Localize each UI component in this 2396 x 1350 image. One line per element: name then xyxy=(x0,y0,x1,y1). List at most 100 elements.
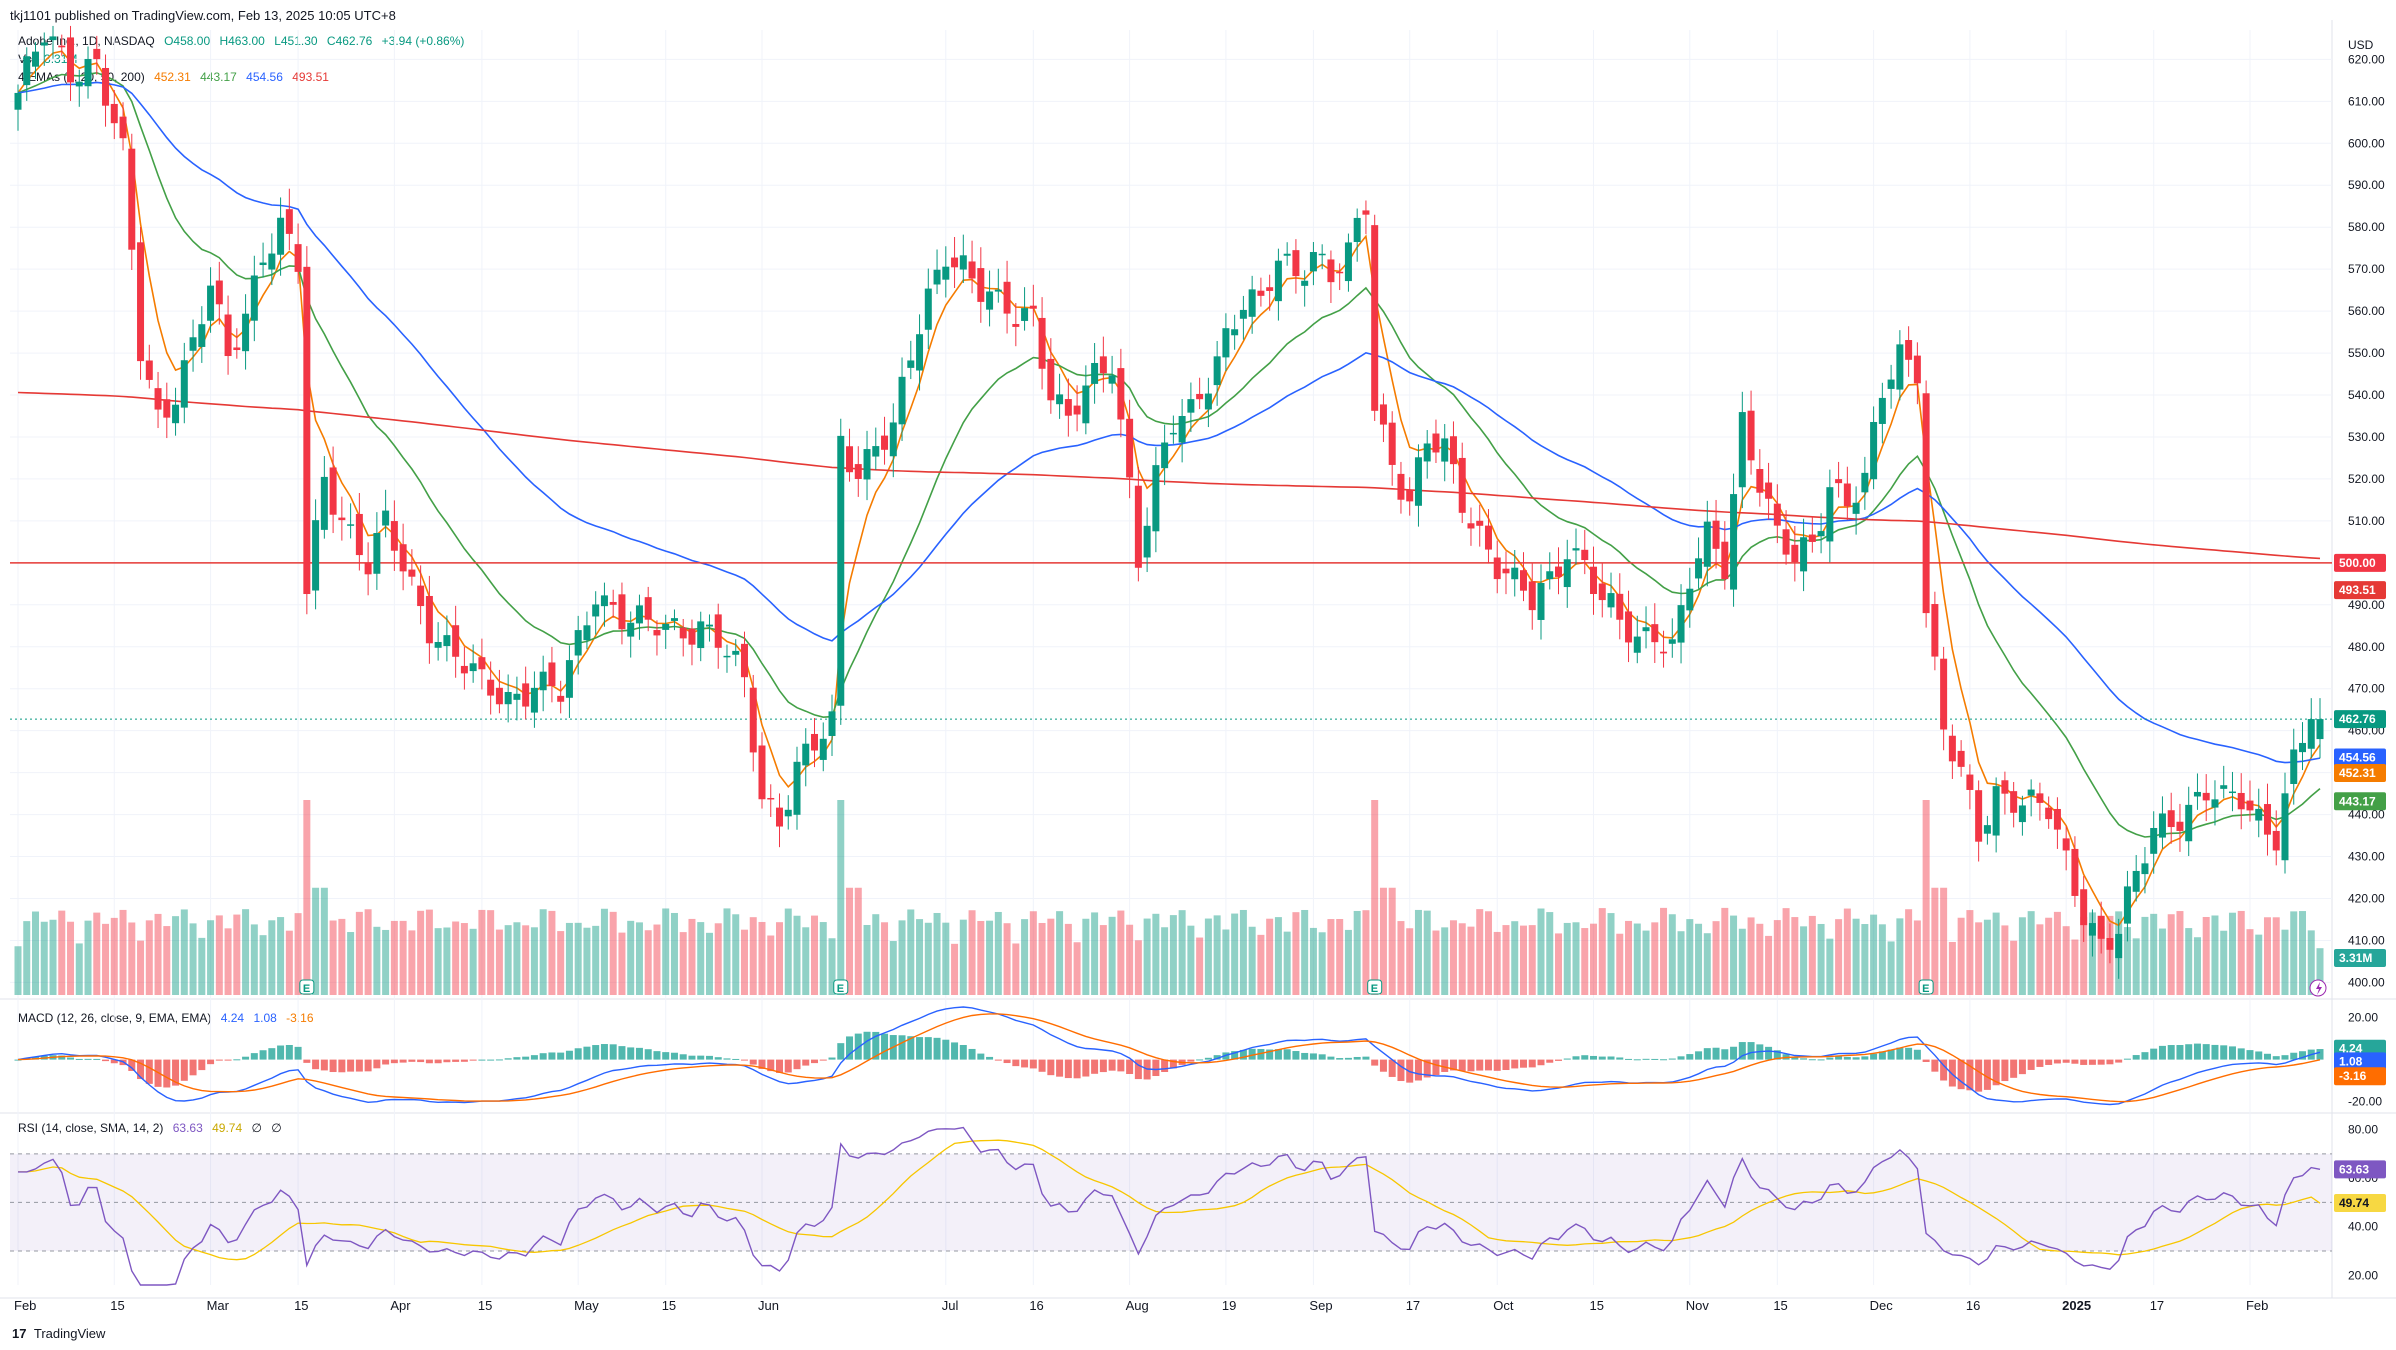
macd-hist-bar xyxy=(1633,1059,1641,1061)
macd-hist-bar xyxy=(1563,1058,1571,1060)
candle-body xyxy=(1931,604,1939,657)
candle-body xyxy=(653,630,661,636)
earnings-marker-box xyxy=(1918,979,1934,995)
candle-body xyxy=(1668,639,1676,644)
candle xyxy=(1301,270,1309,307)
price-tick-label: 460.00 xyxy=(2348,724,2385,738)
candle-body xyxy=(1537,582,1545,620)
candle xyxy=(1817,513,1825,554)
macd-hist-bar xyxy=(1852,1057,1860,1060)
macd-hist-bar xyxy=(2097,1059,2105,1065)
volume-bar xyxy=(618,932,626,995)
candle-body xyxy=(2211,799,2219,808)
candle xyxy=(863,430,871,501)
macd-hist-bar xyxy=(294,1046,302,1060)
candle-body xyxy=(898,376,906,425)
macd-hist-bar xyxy=(767,1059,775,1072)
price-tick-label: 560.00 xyxy=(2348,304,2385,318)
volume-bar xyxy=(749,917,757,995)
volume-bar xyxy=(443,927,451,995)
candle xyxy=(1642,606,1650,649)
volume-bar xyxy=(1843,908,1851,995)
macd-hist-bar xyxy=(2193,1043,2201,1060)
earnings-marker: E xyxy=(299,979,315,995)
volume-bar xyxy=(1957,917,1965,995)
volume-bar xyxy=(487,910,495,995)
price-tick-label: 430.00 xyxy=(2348,850,2385,864)
candle-body xyxy=(137,242,145,362)
candle-body xyxy=(522,683,530,707)
macd-hist-bar xyxy=(854,1033,862,1060)
symbol-name[interactable]: Adobe Inc., 1D, NASDAQ xyxy=(18,34,155,48)
candle-body xyxy=(1029,305,1037,309)
candle-body xyxy=(2010,791,2018,813)
candle-body xyxy=(513,693,521,700)
macd-hist-bar xyxy=(1878,1051,1886,1060)
candle-body xyxy=(110,103,118,124)
macd-hist-bar xyxy=(784,1059,792,1073)
candle xyxy=(1835,461,1843,498)
candle xyxy=(1808,516,1816,553)
candle-body xyxy=(802,743,810,766)
candle xyxy=(2045,796,2053,829)
candle xyxy=(583,611,591,650)
time-tick-label: 19 xyxy=(1222,1298,1236,1313)
candle-body xyxy=(2097,915,2105,939)
volume-bar xyxy=(1239,909,1247,995)
macd-hist-bar xyxy=(2088,1059,2096,1065)
tag-ema20-text: 443.17 xyxy=(2339,794,2376,808)
macd-hist-bar xyxy=(793,1059,801,1070)
macd-hist-bar xyxy=(1870,1053,1878,1060)
candle-body xyxy=(1187,399,1195,413)
macd-title[interactable]: MACD (12, 26, close, 9, EMA, EMA) xyxy=(18,1011,212,1025)
volume-bar xyxy=(1940,887,1948,995)
candle xyxy=(1134,467,1142,582)
candle-body xyxy=(1677,605,1685,643)
time-tick-label: Apr xyxy=(390,1298,411,1313)
macd-hist-bar xyxy=(137,1059,145,1080)
price-tick-label: 400.00 xyxy=(2348,975,2385,989)
candle-body xyxy=(1966,774,1974,790)
volume-bar xyxy=(670,912,678,995)
candle-body xyxy=(1695,558,1703,579)
candle xyxy=(2115,918,2123,979)
volume-bar xyxy=(1922,800,1930,995)
volume-bar xyxy=(1012,943,1020,995)
volume-bar xyxy=(233,914,241,995)
macd-tick-label: 20.00 xyxy=(2348,1011,2378,1025)
ema-label[interactable]: 4 EMAs (5, 20, 50, 200) xyxy=(18,70,145,84)
volume-label[interactable]: Vol xyxy=(18,52,35,66)
volume-bar xyxy=(110,917,118,995)
candle-body xyxy=(1327,259,1335,283)
candle-body xyxy=(1414,457,1422,506)
volume-bar xyxy=(1213,915,1221,995)
macd-hist-bar xyxy=(2211,1044,2219,1060)
candle xyxy=(1091,343,1099,404)
candle-body xyxy=(1082,385,1090,424)
time-tick-label: 15 xyxy=(294,1298,308,1313)
candle-body xyxy=(1388,422,1396,465)
candle-body xyxy=(881,435,889,450)
macd-hist-bar xyxy=(1161,1059,1169,1072)
volume-bar xyxy=(793,915,801,995)
candle xyxy=(110,89,118,140)
volume-bar xyxy=(907,909,915,995)
volume-bar xyxy=(1590,923,1598,995)
rsi-title[interactable]: RSI (14, close, SMA, 14, 2) xyxy=(18,1121,164,1135)
earnings-marker-box xyxy=(299,979,315,995)
currency-label[interactable]: USD xyxy=(2348,38,2374,52)
candle xyxy=(1738,391,1746,509)
volume-bar xyxy=(767,935,775,995)
tradingview-brand[interactable]: 17 TradingView xyxy=(12,1326,105,1341)
candle xyxy=(1257,277,1265,307)
volume-bar xyxy=(58,910,66,995)
candle xyxy=(881,416,889,465)
volume-bar xyxy=(1292,912,1300,995)
candle xyxy=(215,261,223,325)
candle-body xyxy=(1703,521,1711,567)
candle xyxy=(2211,780,2219,826)
volume-bar xyxy=(40,921,48,995)
candle xyxy=(1231,314,1239,350)
candle xyxy=(2255,788,2263,838)
